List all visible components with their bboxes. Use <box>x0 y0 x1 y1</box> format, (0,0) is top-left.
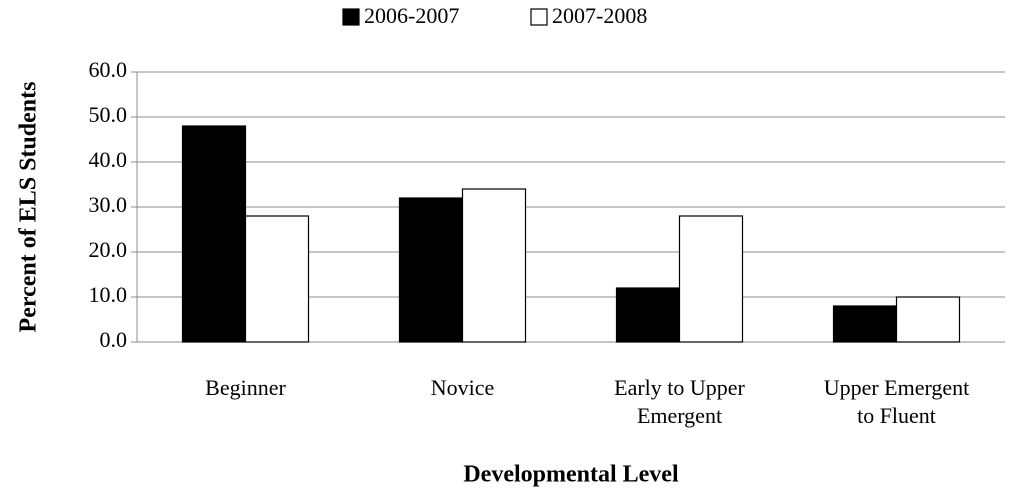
y-tick-label: 40.0 <box>89 147 128 172</box>
bar <box>398 197 464 343</box>
bar <box>244 215 310 343</box>
x-tick-label: Novice <box>430 375 495 400</box>
bar <box>615 287 681 343</box>
y-tick-label: 10.0 <box>89 282 128 307</box>
y-tick-label: 30.0 <box>89 192 128 217</box>
y-axis-title: Percent of ELS Students <box>16 82 42 333</box>
bar <box>832 305 898 343</box>
x-tick-label: Upper Emergent to Fluent <box>823 375 970 428</box>
x-axis-title: Developmental Level <box>463 462 679 488</box>
legend-swatch <box>342 8 360 26</box>
bar <box>895 296 961 343</box>
legend-label: 2007-2008 <box>552 3 647 28</box>
y-tick-label: 20.0 <box>89 237 128 262</box>
bar <box>181 125 247 343</box>
y-tick-label: 0.0 <box>100 327 128 352</box>
x-tick-label: Beginner <box>205 375 286 400</box>
legend-swatch <box>530 8 548 26</box>
y-tick-label: 50.0 <box>89 102 128 127</box>
x-tick-label: Early to Upper Emergent <box>614 375 745 428</box>
y-tick-label: 60.0 <box>89 57 128 82</box>
legend-label: 2006-2007 <box>364 3 459 28</box>
bar <box>461 188 527 343</box>
bar <box>678 215 744 343</box>
